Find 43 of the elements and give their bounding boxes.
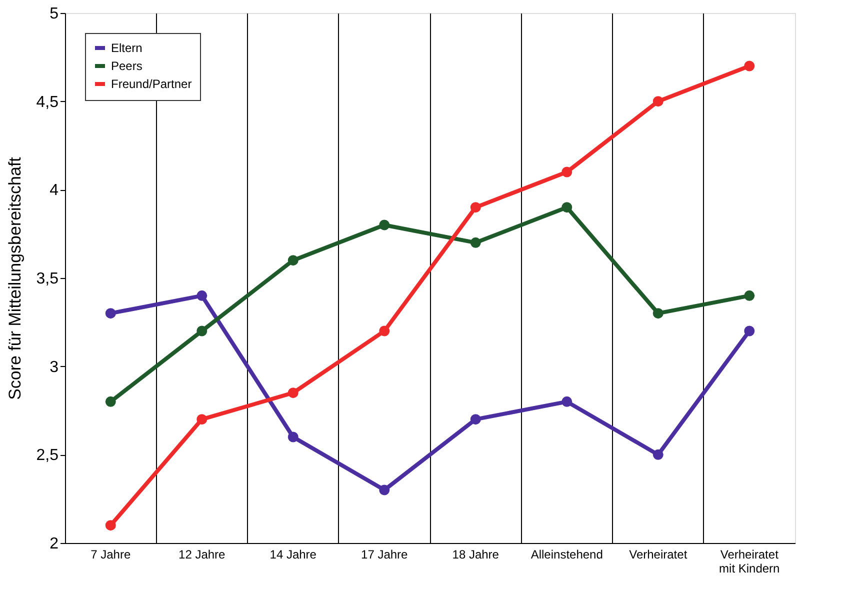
point	[744, 326, 755, 336]
point	[288, 255, 298, 266]
point	[562, 396, 572, 407]
point	[652, 96, 664, 107]
y-tick-label: 3,5	[36, 270, 59, 288]
point	[562, 166, 572, 178]
legend-label: Freund/Partner	[111, 77, 192, 91]
point	[196, 326, 208, 336]
point	[379, 484, 390, 496]
point	[744, 60, 755, 72]
point	[105, 308, 116, 319]
point	[288, 432, 298, 442]
x-tick-label: 12 Jahre	[178, 548, 226, 562]
point	[379, 326, 390, 336]
point	[470, 237, 481, 248]
point	[470, 202, 481, 213]
point	[652, 308, 664, 319]
legend-label: Eltern	[111, 41, 142, 55]
point	[196, 290, 208, 301]
point	[288, 388, 298, 398]
point	[105, 396, 116, 407]
point	[105, 520, 116, 531]
point	[379, 220, 390, 230]
point	[744, 290, 755, 301]
point	[652, 449, 664, 460]
x-tick-label: Verheiratet mit Kindern	[719, 548, 780, 576]
y-tick-label: 2,5	[36, 447, 59, 464]
y-tick-label: 2	[50, 536, 59, 552]
x-tick-label: 18 Jahre	[452, 548, 500, 562]
x-tick-label: 17 Jahre	[361, 548, 408, 562]
legend-label: Peers	[111, 59, 142, 73]
x-tick-label: 7 Jahre	[90, 548, 131, 562]
point	[196, 414, 208, 425]
y-axis-title: Score für Mitteilungsbereitschaft	[5, 156, 24, 400]
y-tick-label: 5	[50, 6, 59, 22]
point	[470, 414, 481, 425]
x-tick-label: 14 Jahre	[270, 548, 317, 562]
point	[562, 202, 572, 213]
x-tick-label: Verheiratet	[629, 548, 688, 562]
y-tick-label: 4	[50, 182, 59, 200]
x-tick-label: Alleinstehend	[530, 548, 603, 562]
y-tick-label: 4,5	[36, 94, 59, 111]
y-tick-label: 3	[50, 358, 59, 376]
